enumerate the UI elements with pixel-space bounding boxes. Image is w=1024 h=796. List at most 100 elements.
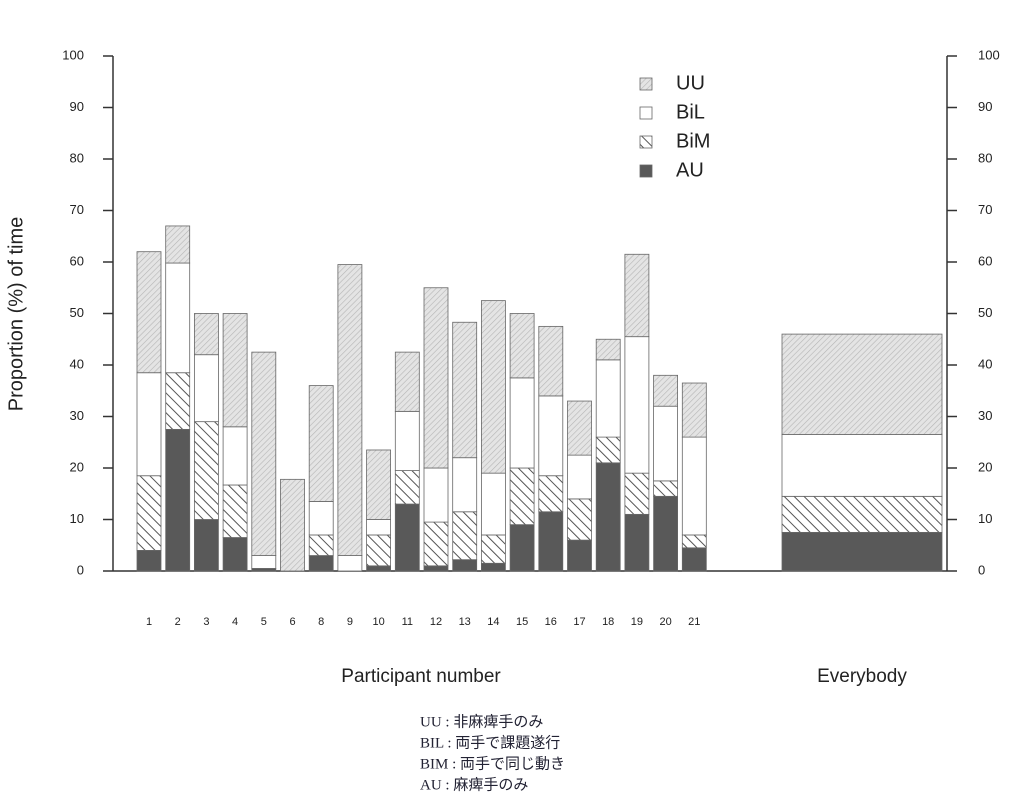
bar-segment	[280, 478, 305, 572]
y-tick-label: 40	[70, 356, 84, 371]
bar-segment	[423, 467, 449, 523]
bar-segment	[251, 351, 277, 556]
bar-segment	[308, 501, 334, 536]
bar-segment	[781, 333, 943, 435]
bar-segment	[366, 534, 392, 567]
y-tick-label: 70	[70, 202, 84, 217]
bar-segment	[452, 321, 478, 459]
x-tick-label: 2	[175, 616, 181, 628]
bar-segment	[452, 511, 478, 561]
y-tick-label: 30	[70, 408, 84, 423]
bar-segment	[251, 555, 277, 569]
bar-segment	[165, 262, 191, 374]
bar-segment	[193, 421, 219, 520]
bar-segment	[653, 374, 678, 407]
legend-swatch	[639, 164, 653, 178]
y-tick-label: 100	[62, 47, 84, 62]
x-axis-label: Participant number	[341, 666, 501, 687]
bar-segment	[394, 470, 420, 505]
bar-segment	[423, 287, 449, 469]
note: AU : 麻痺手のみ	[420, 776, 528, 793]
bar-segment	[781, 531, 943, 572]
legend-swatch	[639, 77, 653, 91]
bar-segment	[136, 475, 162, 551]
bar-segment	[136, 550, 162, 572]
y-tick-label: 0	[77, 562, 84, 577]
bar-segment	[193, 313, 219, 356]
x-tick-label: 16	[545, 616, 557, 628]
group-label: Everybody	[817, 666, 907, 687]
legend-label: UU	[676, 72, 705, 94]
bar-segment	[624, 253, 650, 338]
x-tick-label: 12	[430, 616, 442, 628]
bar-segment	[452, 559, 478, 572]
y-tick-label: 90	[70, 99, 84, 114]
x-tick-label: 3	[203, 616, 209, 628]
bar-segment	[452, 457, 478, 513]
bar-segment	[423, 565, 449, 572]
bar-segment	[538, 325, 564, 397]
x-tick-label: 14	[487, 616, 499, 628]
bar-segment	[624, 472, 650, 515]
bar-segment	[308, 534, 334, 556]
bar-segment	[509, 467, 535, 526]
bar-segment	[165, 372, 191, 430]
x-tick-label: 4	[232, 616, 238, 628]
bar-segment	[165, 225, 191, 264]
bar-segment	[681, 534, 707, 549]
bar-segment	[136, 251, 162, 374]
x-tick-label: 9	[347, 616, 353, 628]
y-tick-label: 10	[70, 511, 84, 526]
bar-segment	[480, 300, 506, 474]
bar-segment	[337, 264, 363, 556]
bar-segment	[781, 434, 943, 497]
bar-segment	[394, 351, 420, 412]
legend-label: BiL	[676, 101, 705, 123]
bar-segment	[423, 521, 449, 567]
x-tick-label: 17	[573, 616, 585, 628]
bar-segment	[567, 498, 592, 541]
bar-segment	[538, 511, 564, 572]
bar-segment	[509, 313, 535, 379]
bar-segment	[193, 519, 219, 572]
y2-tick-label: 0	[978, 562, 985, 577]
bar-segment	[366, 449, 392, 520]
bar-segment	[595, 359, 621, 438]
y2-tick-label: 50	[978, 305, 992, 320]
y2-tick-label: 20	[978, 459, 992, 474]
x-tick-label: 21	[688, 616, 700, 628]
y-tick-label: 20	[70, 459, 84, 474]
x-tick-label: 18	[602, 616, 614, 628]
bar-segment	[595, 436, 621, 464]
note: UU : 非麻痺手のみ	[420, 713, 543, 730]
bar-segment	[567, 454, 592, 500]
bar-segment	[480, 534, 506, 564]
bar-segment	[222, 426, 248, 486]
bar-segment	[480, 472, 506, 536]
legend-label: AU	[676, 159, 704, 181]
bar-segment	[538, 475, 564, 513]
bar-segment	[653, 405, 678, 482]
y-tick-label: 80	[70, 150, 84, 165]
bar-segment	[624, 513, 650, 572]
y2-tick-label: 60	[978, 253, 992, 268]
y2-tick-label: 90	[978, 99, 992, 114]
x-tick-label: 10	[372, 616, 384, 628]
bar-segment	[653, 480, 678, 497]
bar-segment	[165, 428, 191, 572]
note: BIL : 両手で課題遂行	[420, 734, 560, 751]
bar-segment	[509, 524, 535, 572]
bar-segment	[308, 385, 334, 502]
note: BIM : 両手で同じ動き	[420, 755, 565, 772]
bar-segment	[595, 338, 621, 361]
y2-tick-label: 100	[978, 47, 1000, 62]
bar-segment	[366, 565, 392, 572]
y2-tick-label: 70	[978, 202, 992, 217]
y2-tick-label: 40	[978, 356, 992, 371]
x-tick-label: 1	[146, 616, 152, 628]
bar-segment	[136, 372, 162, 477]
x-tick-label: 8	[318, 616, 324, 628]
y-tick-label: 60	[70, 253, 84, 268]
bar-segment	[509, 377, 535, 469]
x-tick-label: 11	[402, 616, 413, 628]
